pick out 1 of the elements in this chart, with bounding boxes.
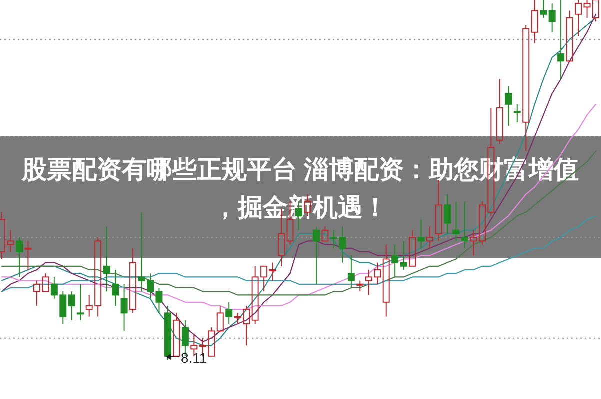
annotation: 8.11 <box>180 350 208 366</box>
